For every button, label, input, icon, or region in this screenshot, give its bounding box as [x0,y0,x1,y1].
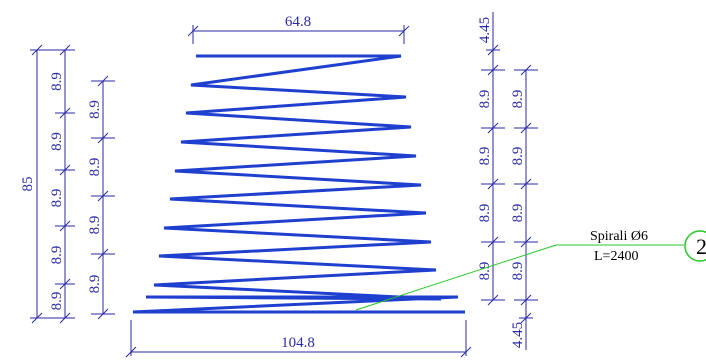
pitch-label-left-outer: 8.9 [49,246,65,265]
pitch-label-right-outer: 8.9 [510,204,526,223]
bottom-width-dimension [125,320,472,358]
pitch-label-right-outer: 8.9 [510,147,526,166]
total-height-dimension [30,44,55,324]
pitch-label-left-inner: 8.9 [87,100,103,119]
pitch-label-left-outer: 8.9 [49,132,65,151]
pitch-label-right-inner: 8.9 [477,147,493,166]
pitch-label-left-inner: 8.9 [87,216,103,235]
spiral-label: Spirali Ø6 [590,229,648,244]
end-offset-bottom-label: 4.45 [510,322,526,348]
bottom-width-label: 104.8 [281,335,315,351]
pitch-label-left-outer: 8.9 [49,72,65,91]
top-width-label: 64.8 [285,14,311,30]
pitch-label-left-inner: 8.9 [87,275,103,294]
bar-mark-number: 2 [696,234,706,259]
pitch-label-right-outer: 8.9 [510,262,526,281]
leader-line [355,244,684,311]
pitch-label-left-outer: 8.9 [49,292,65,311]
spiral-bar [132,54,465,314]
spiral-length: L=2400 [594,249,638,264]
pitch-label-right-inner: 8.9 [477,90,493,109]
pitch-label-right-inner: 8.9 [477,262,493,281]
top-width-dimension [187,25,410,44]
pitch-label-right-outer: 8.9 [510,90,526,109]
total-height-label: 85 [20,177,36,192]
pitch-dimension-chains: 8.9 8.9 8.9 8.9 8.9 8.9 8.9 8.9 8.9 8.9 8.9 8.9 8.9 8… [49,12,538,350]
end-offset-top-label: 4.45 [477,17,493,43]
pitch-label-left-outer: 8.9 [49,189,65,208]
pitch-label-left-inner: 8.9 [87,158,103,177]
pitch-label-right-inner: 8.9 [477,204,493,223]
bar-mark-circle [684,230,706,262]
